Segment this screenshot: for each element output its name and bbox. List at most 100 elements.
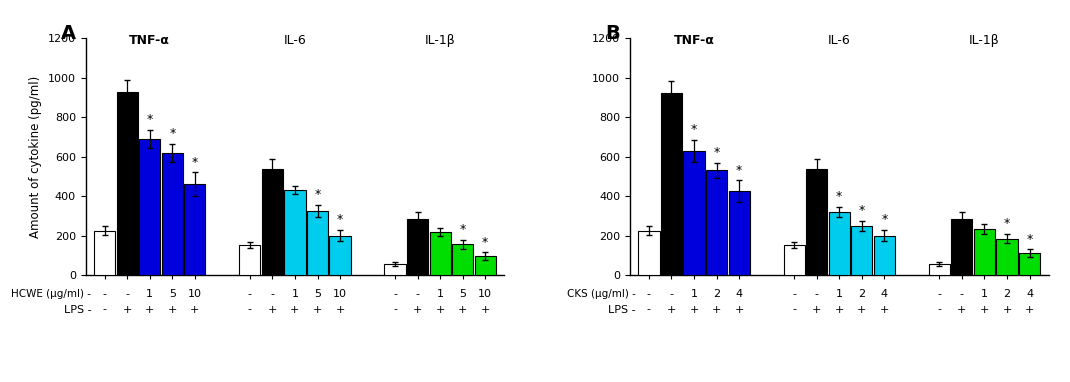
Text: +: + bbox=[880, 304, 889, 315]
Text: 2: 2 bbox=[1004, 289, 1010, 299]
Text: HCWE (μg/ml) -: HCWE (μg/ml) - bbox=[12, 289, 91, 299]
Text: +: + bbox=[168, 304, 177, 315]
Text: +: + bbox=[146, 304, 154, 315]
Text: *: * bbox=[337, 213, 343, 226]
Text: 10: 10 bbox=[478, 289, 492, 299]
Text: +: + bbox=[689, 304, 699, 315]
Text: -: - bbox=[248, 289, 251, 299]
Text: +: + bbox=[413, 304, 423, 315]
Bar bbox=[384, 264, 406, 275]
Text: +: + bbox=[122, 304, 132, 315]
Text: 4: 4 bbox=[1026, 289, 1034, 299]
Text: LPS -: LPS - bbox=[608, 304, 636, 315]
Text: +: + bbox=[712, 304, 721, 315]
Text: IL-6: IL-6 bbox=[828, 34, 851, 47]
Text: -: - bbox=[792, 289, 796, 299]
Bar bbox=[996, 238, 1018, 275]
Text: +: + bbox=[812, 304, 822, 315]
Bar bbox=[184, 184, 205, 275]
Text: A: A bbox=[61, 24, 76, 43]
Text: *: * bbox=[147, 113, 153, 126]
Text: -: - bbox=[393, 304, 397, 315]
Text: *: * bbox=[1004, 217, 1010, 230]
Text: +: + bbox=[458, 304, 468, 315]
Text: 1: 1 bbox=[147, 289, 153, 299]
Bar bbox=[307, 211, 328, 275]
Text: +: + bbox=[268, 304, 277, 315]
Text: IL-6: IL-6 bbox=[284, 34, 306, 47]
Text: 4: 4 bbox=[881, 289, 888, 299]
Text: TNF-α: TNF-α bbox=[674, 34, 715, 47]
Text: -: - bbox=[393, 289, 397, 299]
Bar bbox=[874, 236, 895, 275]
Text: +: + bbox=[980, 304, 989, 315]
Text: 1: 1 bbox=[836, 289, 843, 299]
Bar bbox=[684, 151, 705, 275]
Text: -: - bbox=[103, 289, 107, 299]
Bar bbox=[1019, 253, 1040, 275]
Text: +: + bbox=[667, 304, 676, 315]
Text: -: - bbox=[814, 289, 819, 299]
Text: +: + bbox=[1025, 304, 1035, 315]
Text: +: + bbox=[958, 304, 966, 315]
Y-axis label: Amount of cytokine (pg/ml): Amount of cytokine (pg/ml) bbox=[29, 76, 42, 238]
Bar bbox=[852, 226, 872, 275]
Text: LPS -: LPS - bbox=[63, 304, 91, 315]
Text: *: * bbox=[736, 164, 743, 177]
Bar bbox=[162, 153, 183, 275]
Text: B: B bbox=[605, 24, 620, 43]
Text: TNF-α: TNF-α bbox=[129, 34, 170, 47]
Bar bbox=[806, 170, 827, 275]
Text: 2: 2 bbox=[713, 289, 720, 299]
Text: *: * bbox=[460, 223, 465, 236]
Text: +: + bbox=[857, 304, 867, 315]
Bar bbox=[117, 92, 138, 275]
Text: +: + bbox=[335, 304, 345, 315]
Bar bbox=[330, 236, 351, 275]
Text: 5: 5 bbox=[459, 289, 467, 299]
Text: +: + bbox=[312, 304, 322, 315]
Text: 4: 4 bbox=[735, 289, 743, 299]
Bar bbox=[639, 231, 659, 275]
Text: 1: 1 bbox=[690, 289, 698, 299]
Bar bbox=[951, 219, 973, 275]
Text: 10: 10 bbox=[333, 289, 347, 299]
Text: +: + bbox=[290, 304, 300, 315]
Text: 5: 5 bbox=[169, 289, 175, 299]
Text: -: - bbox=[248, 304, 251, 315]
Bar bbox=[661, 94, 682, 275]
Text: IL-1β: IL-1β bbox=[425, 34, 456, 47]
Bar bbox=[262, 170, 282, 275]
Text: *: * bbox=[714, 146, 720, 159]
Bar bbox=[729, 191, 750, 275]
Text: -: - bbox=[647, 304, 651, 315]
Text: +: + bbox=[480, 304, 490, 315]
Text: *: * bbox=[836, 190, 842, 203]
Bar bbox=[285, 190, 306, 275]
Text: 1: 1 bbox=[981, 289, 988, 299]
Text: -: - bbox=[125, 289, 129, 299]
Text: -: - bbox=[647, 289, 651, 299]
Text: *: * bbox=[1026, 233, 1033, 246]
Text: -: - bbox=[415, 289, 419, 299]
Bar bbox=[139, 139, 160, 275]
Bar bbox=[240, 245, 260, 275]
Bar bbox=[453, 244, 473, 275]
Text: IL-1β: IL-1β bbox=[969, 34, 999, 47]
Text: *: * bbox=[859, 204, 865, 217]
Text: *: * bbox=[169, 127, 175, 140]
Text: 2: 2 bbox=[858, 289, 866, 299]
Text: 10: 10 bbox=[188, 289, 202, 299]
Text: +: + bbox=[734, 304, 744, 315]
Text: +: + bbox=[190, 304, 199, 315]
Text: *: * bbox=[315, 188, 321, 201]
Bar bbox=[828, 212, 850, 275]
Text: -: - bbox=[937, 289, 942, 299]
Text: +: + bbox=[1003, 304, 1012, 315]
Text: *: * bbox=[192, 156, 198, 169]
Bar bbox=[974, 229, 995, 275]
Bar bbox=[706, 170, 728, 275]
Bar bbox=[407, 219, 428, 275]
Bar bbox=[475, 256, 495, 275]
Text: *: * bbox=[483, 236, 488, 249]
